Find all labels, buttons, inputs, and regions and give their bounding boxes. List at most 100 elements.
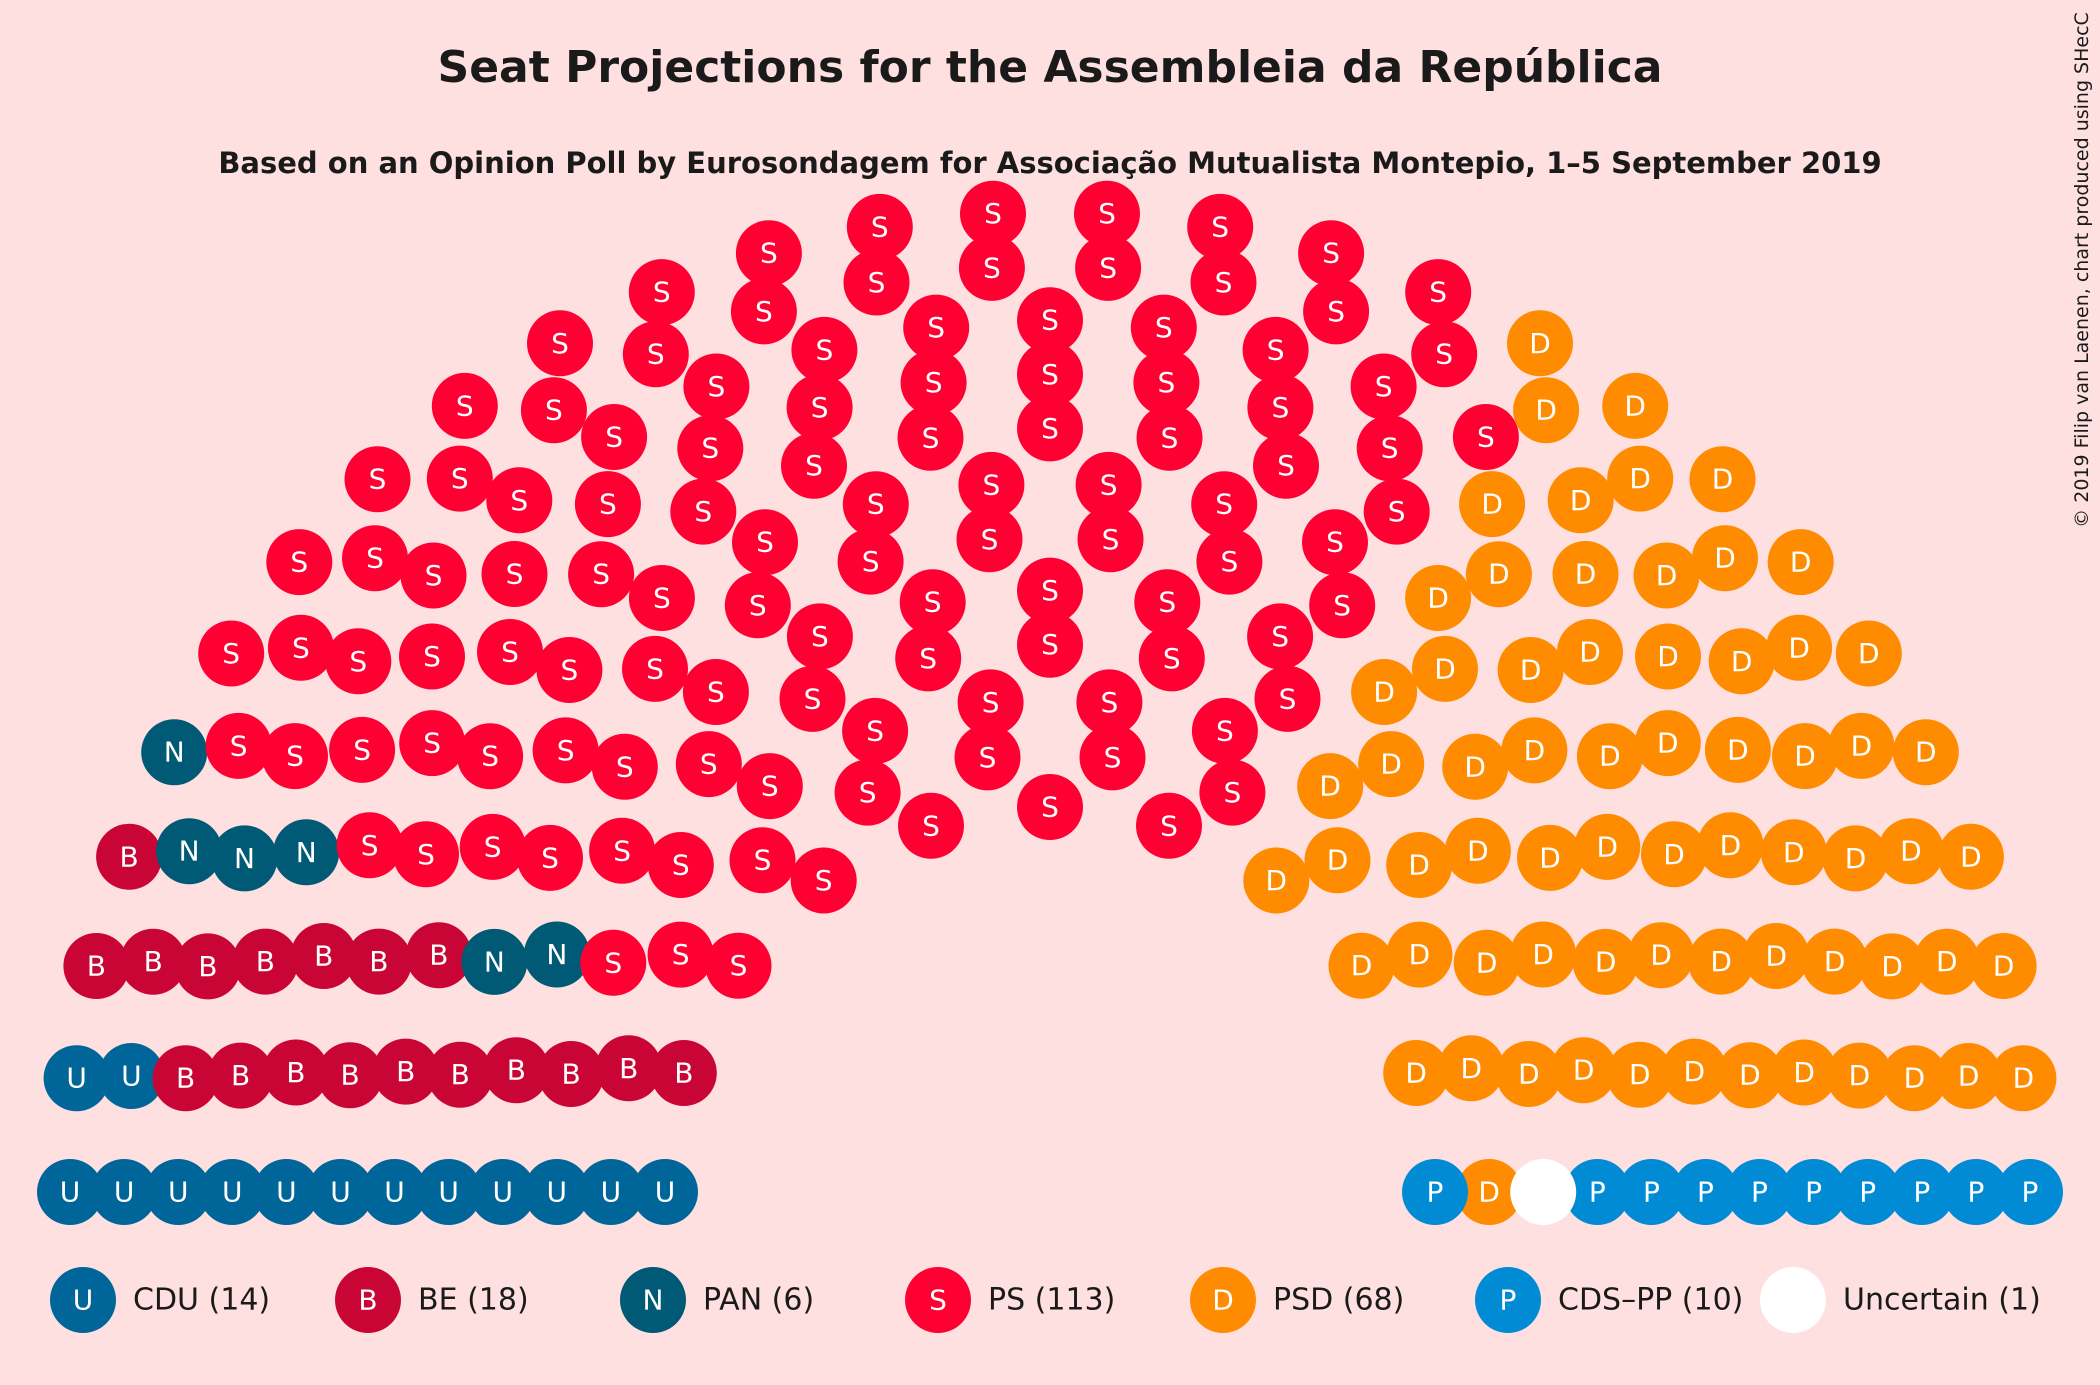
seat-letter: S [1215,488,1233,521]
seat-letter: S [761,770,779,803]
seat-ps: S [899,569,966,636]
seat-letter: S [592,558,610,591]
seat-letter: D [1629,1058,1651,1091]
seat-letter: S [1160,809,1178,842]
legend-item-cds-pp: P CDS–PP (10) [1475,1267,1743,1333]
seat-letter: S [1100,468,1118,501]
seat-ps: S [1247,603,1314,670]
seat-dot [1618,1159,1685,1225]
seat-dot [1247,603,1314,670]
seat-letter: S [1375,370,1393,403]
seat-psd: D [1513,377,1580,444]
seat-cdu: U [199,1159,266,1225]
seat-letter: P [1805,1176,1822,1209]
seat-letter: S [353,733,371,766]
seat-dot [580,929,647,996]
seat-letter: S [1279,682,1297,715]
seat-dot [1243,847,1310,914]
seat-letter: S [561,654,579,687]
seat-dot [899,569,966,636]
seat-dot [591,733,658,800]
seat-dot [1077,506,1144,573]
seat-dot [842,471,909,538]
seat-psd: D [1937,823,2004,890]
seat-letter: N [296,836,317,869]
seat-letter: S [604,946,622,979]
seat-dot [207,1042,274,1109]
seat-dot [1411,321,1478,388]
seat-letter: D [1535,394,1557,427]
seat-dot [895,625,962,692]
seat-dot [198,620,265,687]
seat-letter: S [1158,366,1176,399]
seat-letter: S [506,558,524,591]
seat-dot [262,723,328,790]
seat-dot [481,541,548,607]
seat-dot [1187,193,1254,260]
seat-dot [1350,353,1417,420]
seat-ps: S [705,932,772,999]
seat-dot [1835,620,1902,687]
seat-letter: S [1098,197,1116,230]
seat-dot [622,635,688,702]
seat-letter: S [361,829,379,862]
seat-ps: S [786,374,853,441]
seat-letter: P [1427,1176,1444,1209]
seat-ps: S [724,572,791,639]
seat-dot [1402,1159,1468,1225]
seat-letter: S [599,488,617,521]
seat-dot [1452,404,1519,470]
seat-letter: S [510,484,528,517]
seat-letter: D [1579,636,1601,669]
seat-letter: S [1099,251,1117,284]
seat-letter: D [1849,1059,1871,1092]
seat-psd: D [1766,614,1833,681]
seat-letter: D [1327,844,1349,877]
seat-letter: B [429,939,448,972]
seat-dot [736,753,803,820]
seat-letter: S [286,740,304,773]
seat-dot [1689,446,1756,513]
seat-dot [1328,932,1395,999]
seat-ps: S [1405,259,1472,326]
seat-dot [724,572,791,639]
seat-letter: D [1710,945,1732,978]
seat-dot [1550,1037,1617,1104]
seat-dot [344,446,411,513]
seat-dot [628,565,695,631]
seat-psd: D [1602,372,1669,439]
seat-psd: D [1689,446,1756,513]
seat-letter: S [1267,333,1285,366]
seat-dot [174,933,241,1000]
seat-dot [705,932,772,999]
seat-ps: S [399,710,466,777]
seat-letter: S [1215,266,1233,299]
seat-letter: S [871,210,889,243]
seat-ps: S [628,259,695,326]
seat-letter: D [1351,949,1373,982]
seat-letter: S [983,468,1001,501]
seat-letter: S [816,333,834,366]
seat-letter: D [1478,1176,1500,1209]
copyright-note: © 2019 Filip van Laenen, chart produced … [2071,12,2093,528]
seat-letter: D [1824,945,1846,978]
seat-ps: S [1190,249,1257,316]
seat-ps: S [1191,697,1258,764]
seat-letter: U [438,1176,459,1209]
seat-ps: S [517,824,583,891]
seat-letter: D [1597,830,1619,863]
seat-ps: S [682,659,749,725]
seat-letter: S [1155,311,1173,344]
seat-dot [1453,929,1520,996]
seat-cds-pp: P [1402,1159,1468,1225]
seat-letter: S [653,276,671,309]
seat-psd: D [1688,928,1755,995]
seat-letter: D [1793,1056,1815,1089]
seat-pan: N [156,818,223,885]
seat-letter: S [290,546,308,579]
seat-dot [253,1159,320,1225]
seat-letter: S [804,682,822,715]
seat-letter: S [1272,391,1290,424]
seat-dot [1501,717,1568,784]
seat-ps: S [647,921,714,988]
